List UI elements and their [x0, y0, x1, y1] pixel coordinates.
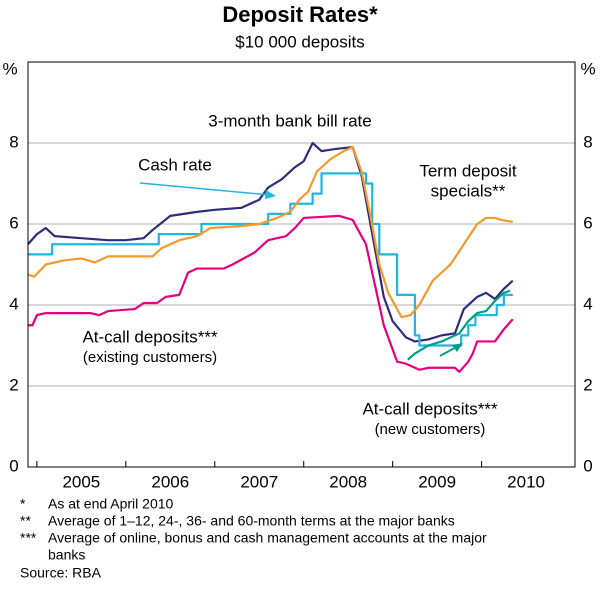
series-line	[28, 214, 514, 373]
y-tick-label-right: 0	[583, 456, 592, 475]
series-label: specials**	[431, 181, 506, 200]
series-label: 3-month bank bill rate	[208, 111, 371, 130]
x-tick-label: 2009	[418, 472, 456, 491]
chart-subtitle: $10 000 deposits	[235, 32, 365, 51]
series-label: At-call deposits***	[362, 399, 498, 418]
note-text: Average of 1–12, 24-, 36- and 60-month t…	[48, 513, 455, 529]
notes: * As at end April 2010 ** Average of 1–12, …	[20, 496, 487, 581]
series-line	[28, 172, 513, 347]
x-tick-label: 2008	[329, 472, 367, 491]
grid: 0 0 2 2 4 4 6 6 8 8 2005 2006 2007 2008 2009 2010	[9, 132, 592, 491]
note-marker: **	[20, 513, 31, 529]
x-tick-label: 2010	[507, 472, 545, 491]
x-tick-label: 2007	[240, 472, 278, 491]
y-tick-label: 8	[9, 132, 18, 151]
y-tick-label-right: 6	[583, 213, 592, 232]
y-tick-label-right: 2	[583, 375, 592, 394]
series-line	[407, 289, 511, 361]
y-tick-label-right: 8	[583, 132, 592, 151]
series-label: (existing customers)	[83, 349, 217, 366]
plot-frame	[27, 61, 576, 468]
series-label: Term deposit	[419, 161, 517, 180]
cash-arrow	[139, 182, 271, 196]
y-tick-label: 6	[9, 213, 18, 232]
chart-title: Deposit Rates*	[222, 2, 378, 27]
x-tick-label: 2005	[62, 472, 100, 491]
x-tick-label: 2006	[151, 472, 189, 491]
note-marker: *	[20, 496, 26, 512]
y-tick-label: 0	[9, 456, 18, 475]
series-line	[27, 145, 513, 319]
y-unit-right: %	[580, 59, 595, 78]
series-label: (new customers)	[375, 421, 486, 438]
y-tick-label: 4	[9, 294, 18, 313]
note-text: Average of online, bonus and cash manage…	[48, 530, 487, 546]
note-text: As at end April 2010	[48, 496, 174, 512]
y-tick-label: 2	[9, 375, 18, 394]
series-line	[27, 141, 514, 343]
y-unit-left: %	[2, 59, 17, 78]
lines	[27, 141, 514, 373]
new-arrowhead	[452, 343, 463, 352]
cash-arrowhead	[265, 190, 276, 199]
series-label: At-call deposits***	[82, 327, 218, 346]
series-label: Cash rate	[138, 155, 212, 174]
note-text: banks	[48, 547, 85, 563]
labels: 3-month bank bill rate Cash rate Term depo…	[82, 111, 516, 437]
source: Source: RBA	[20, 565, 102, 581]
note-marker: ***	[20, 530, 37, 546]
y-tick-label-right: 4	[583, 294, 592, 313]
